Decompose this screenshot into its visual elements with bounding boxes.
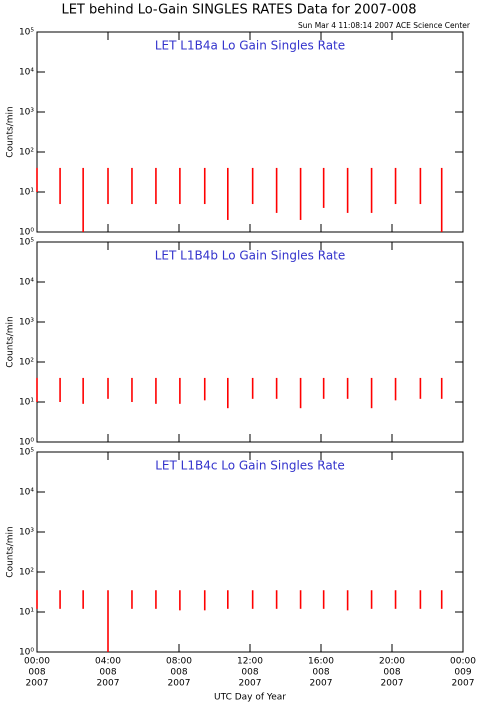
x-tick-label: 2007 — [97, 679, 120, 689]
x-tick-label: 12:00 — [237, 657, 263, 667]
x-tick-label: 008 — [241, 668, 258, 678]
y-tick-label: 10¹ — [19, 608, 34, 618]
x-tick-label: 2007 — [310, 679, 333, 689]
y-axis-label: Counts/min — [6, 316, 16, 367]
y-tick-label: 10⁵ — [19, 448, 34, 458]
panel-title: LET L1B4b Lo Gain Singles Rate — [155, 249, 346, 263]
x-tick-label: 2007 — [168, 679, 191, 689]
y-tick-label: 10³ — [19, 528, 34, 538]
y-tick-label: 10² — [19, 568, 34, 578]
y-tick-label: 10⁵ — [19, 238, 34, 248]
x-tick-label: 008 — [383, 668, 400, 678]
x-tick-label: 04:00 — [95, 657, 121, 667]
y-tick-label: 10³ — [19, 318, 34, 328]
y-tick-label: 10⁴ — [19, 488, 34, 498]
x-tick-label: 008 — [99, 668, 116, 678]
y-tick-label: 10³ — [19, 108, 34, 118]
x-tick-label: 009 — [454, 668, 471, 678]
y-tick-label: 10² — [19, 358, 34, 368]
y-tick-label: 10² — [19, 148, 34, 158]
x-tick-label: 00:00 — [450, 657, 476, 667]
y-tick-label: 10⁵ — [19, 28, 34, 38]
y-axis-label: Counts/min — [6, 526, 16, 577]
x-tick-label: 00:00 — [24, 657, 50, 667]
chart-title: LET behind Lo-Gain SINGLES RATES Data fo… — [61, 3, 416, 18]
y-tick-label: 10⁰ — [19, 648, 34, 658]
x-tick-label: 2007 — [239, 679, 262, 689]
y-tick-label: 10¹ — [19, 398, 34, 408]
x-tick-label: 008 — [28, 668, 45, 678]
panel-title: LET L1B4c Lo Gain Singles Rate — [155, 459, 345, 473]
y-tick-label: 10⁰ — [19, 228, 34, 238]
panel-title: LET L1B4a Lo Gain Singles Rate — [155, 39, 345, 53]
y-tick-label: 10¹ — [19, 188, 34, 198]
x-tick-label: 2007 — [452, 679, 475, 689]
y-tick-label: 10⁴ — [19, 68, 34, 78]
x-tick-label: 2007 — [381, 679, 404, 689]
x-tick-label: 008 — [312, 668, 329, 678]
x-tick-label: 2007 — [26, 679, 49, 689]
x-tick-label: 08:00 — [166, 657, 192, 667]
x-tick-label: 20:00 — [379, 657, 405, 667]
x-axis-label: UTC Day of Year — [214, 693, 286, 703]
x-tick-label: 16:00 — [308, 657, 334, 667]
y-axis-label: Counts/min — [6, 106, 16, 157]
y-tick-label: 10⁰ — [19, 438, 34, 448]
y-tick-label: 10⁴ — [19, 278, 34, 288]
subtitle: Sun Mar 4 11:08:14 2007 ACE Science Cent… — [298, 21, 471, 30]
x-tick-label: 008 — [170, 668, 187, 678]
